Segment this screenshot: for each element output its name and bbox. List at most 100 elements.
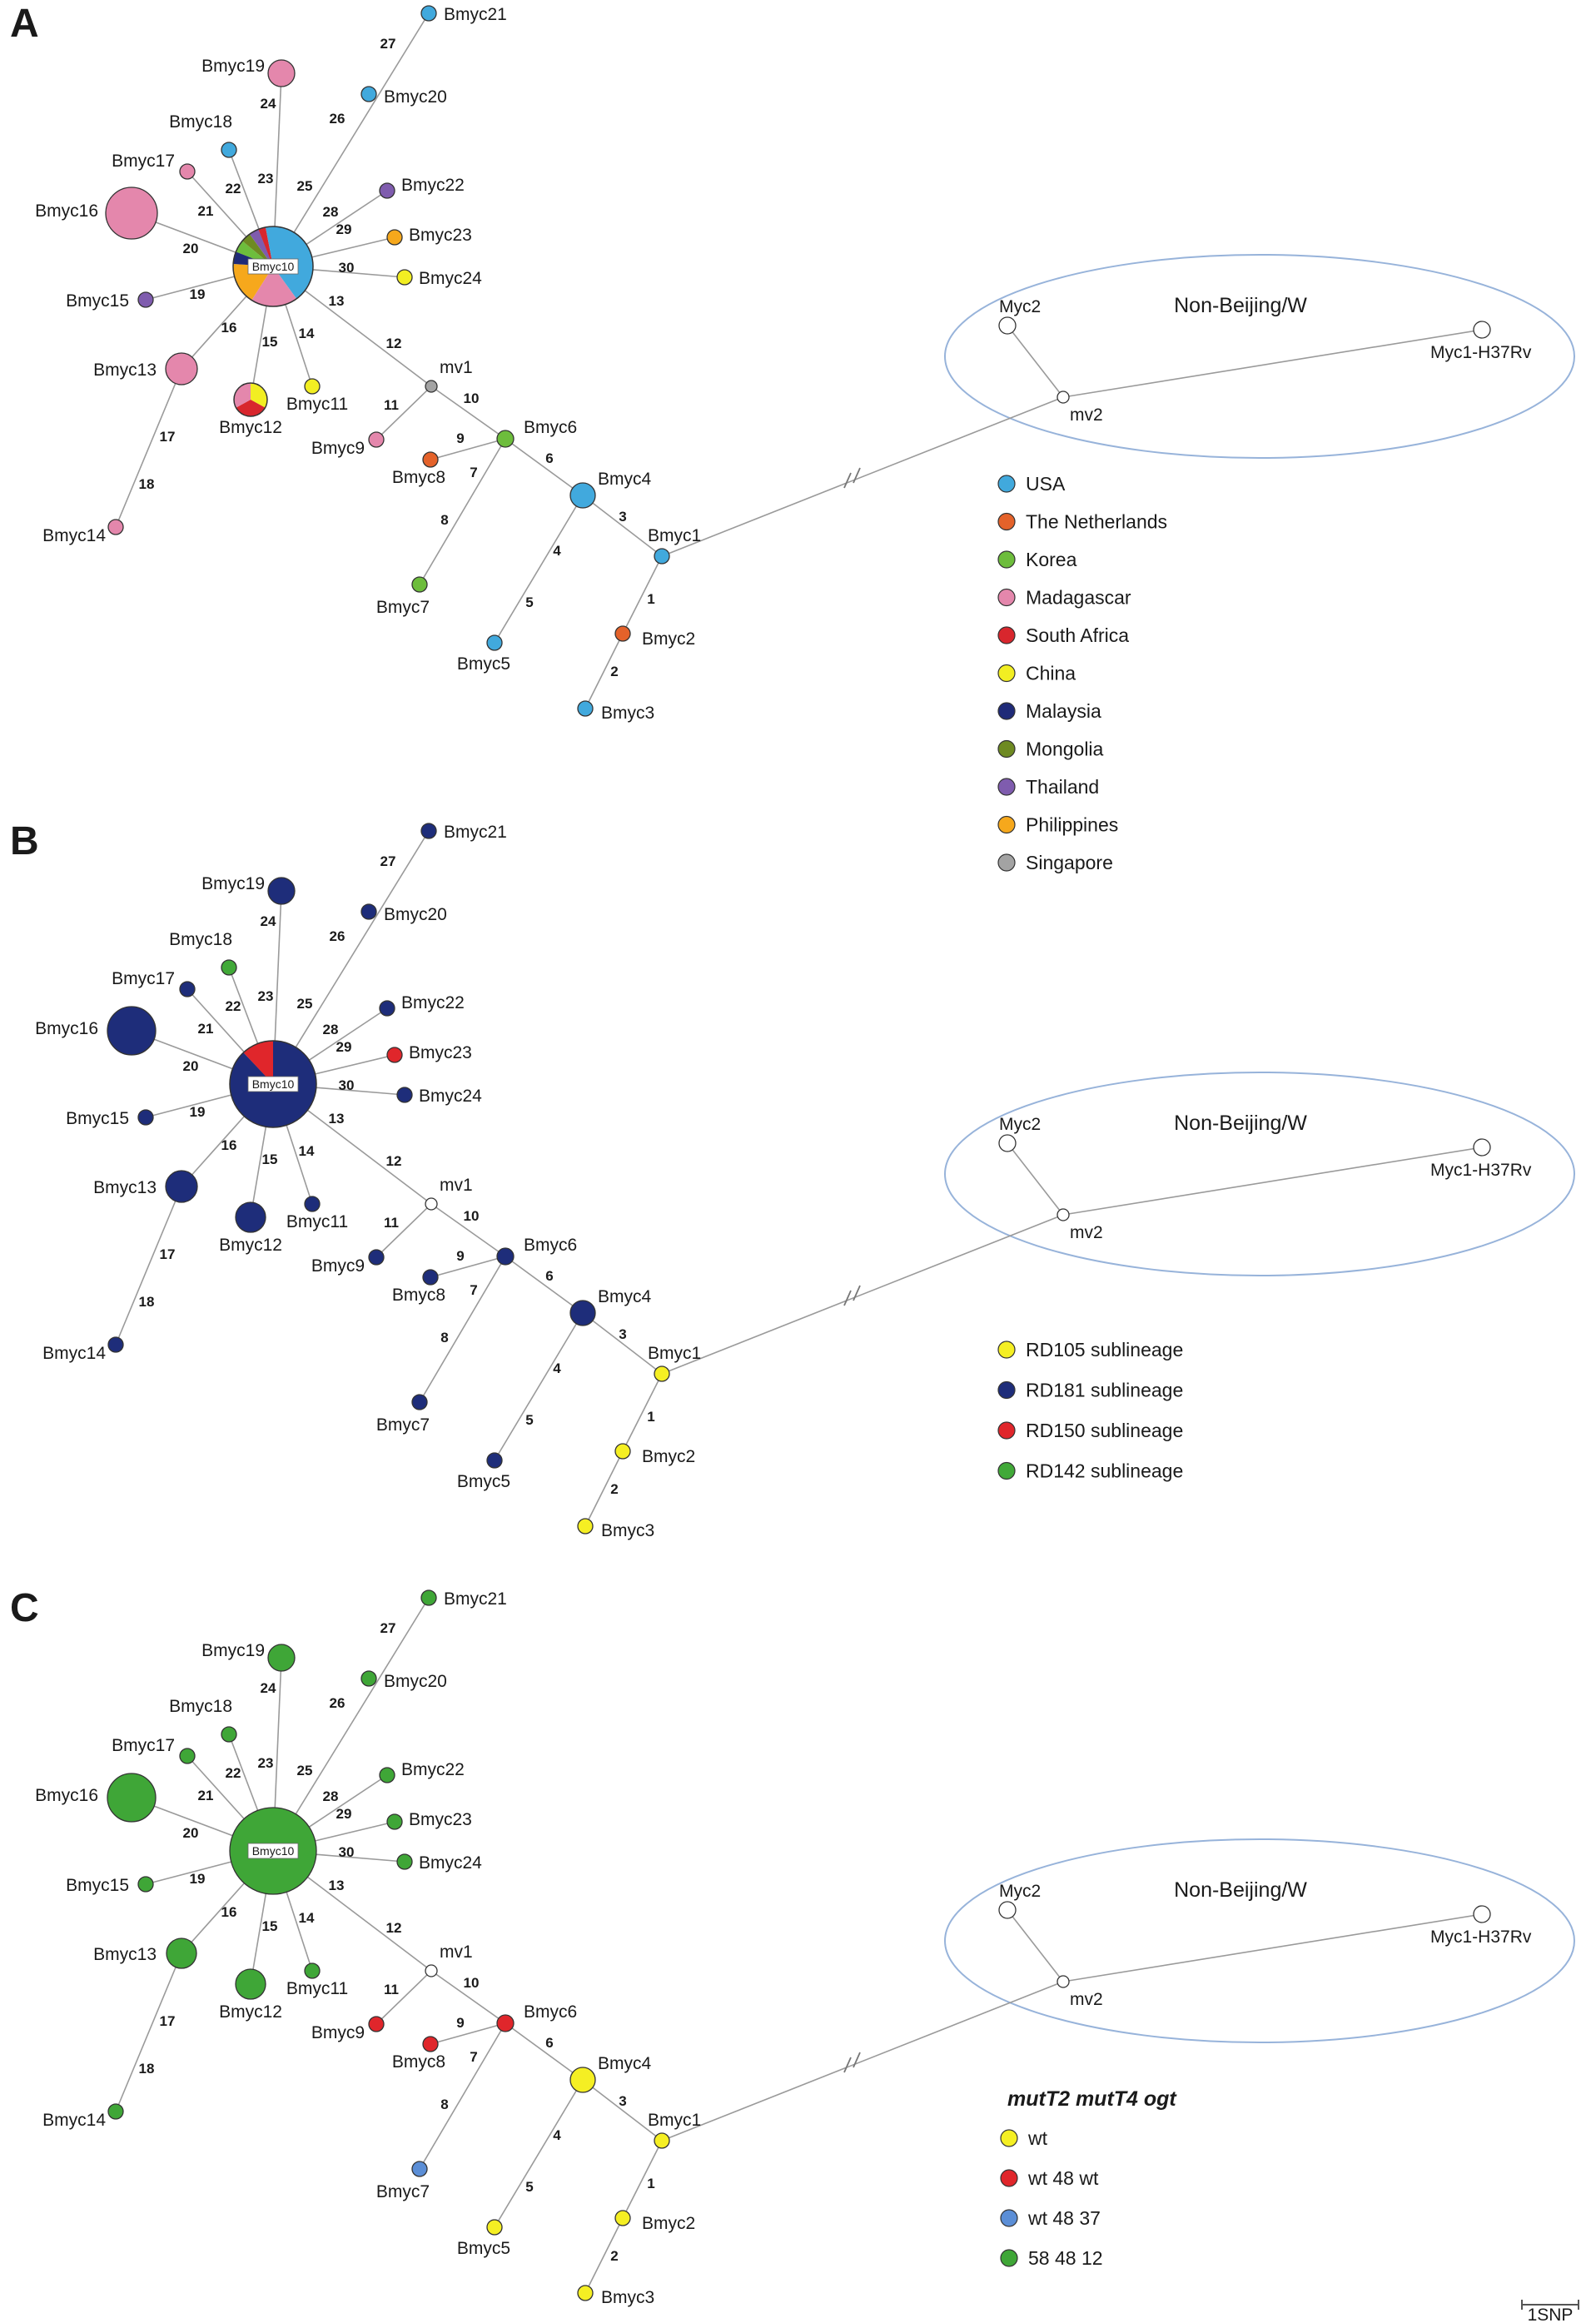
node-mv2-label: mv2 [1070,1223,1103,1242]
node-bmyc17: Bmyc17 [112,1736,196,1764]
node-bmyc7-label: Bmyc7 [376,598,430,617]
node-bmyc13: Bmyc13 [93,1937,197,1969]
node-bmyc16-circle [107,1006,157,1056]
node-bmyc12-circle [235,1968,266,2000]
edge-bmyc4-bmyc1 [582,495,663,557]
panel-a-letter: A [10,2,39,46]
edge-bmyc10-bmyc21 [272,830,430,1085]
node-mv2-label: mv2 [1070,1990,1103,2009]
node-myc2-label: Myc2 [999,1115,1041,1134]
node-bmyc8-label: Bmyc8 [392,1286,445,1305]
scale-bar-label: 1SNP [1528,2306,1574,2323]
edge-mv2-myc2 [1007,1909,1064,1982]
node-bmyc6: Bmyc6 [496,1236,577,1266]
legend-label: wt 48 wt [1027,2167,1099,2189]
node-bmyc7-label: Bmyc7 [376,2182,430,2201]
node-myc2-circle [998,1901,1017,1919]
node-myc1-h37rv-label: Myc1-H37Rv [1430,343,1532,362]
node-bmyc15-label: Bmyc15 [66,291,129,311]
edge-label-23: 23 [258,171,274,187]
node-bmyc1: Bmyc1 [648,1344,701,1382]
node-myc2-circle [998,316,1017,335]
legend-item-korea: Korea [997,549,1077,570]
node-bmyc3: Bmyc3 [577,700,654,723]
node-bmyc14: Bmyc14 [42,519,124,545]
node-bmyc18-circle [221,142,237,158]
node-bmyc11: Bmyc11 [286,1196,348,1231]
node-bmyc16-label: Bmyc16 [35,1786,98,1805]
edge-mv2-myc2 [1007,325,1064,398]
node-bmyc9-circle [368,2016,385,2032]
legend-swatch [997,664,1016,683]
edge-label-29: 29 [336,1039,352,1055]
node-bmyc2-circle [614,2210,631,2226]
node-bmyc22: Bmyc22 [379,1760,465,1783]
legend-label: Korea [1026,549,1077,570]
node-bmyc3-circle [577,2285,594,2301]
node-bmyc4-circle [569,2067,596,2093]
edge-mv2-myc1-h37rv [1062,1913,1483,1982]
node-bmyc9-label: Bmyc9 [311,1256,365,1276]
node-mv1: mv1 [425,1176,473,1211]
node-bmyc4-circle [569,1300,596,1326]
node-bmyc1-circle [654,2132,670,2149]
panel-a: ANon-Beijing/W12345678910111213141516171… [10,2,1575,873]
node-bmyc3: Bmyc3 [577,2285,654,2307]
node-bmyc5-circle [486,1452,503,1469]
node-bmyc9: Bmyc9 [311,1249,385,1276]
node-bmyc6-circle [496,430,515,448]
edge-label-9: 9 [456,1248,464,1264]
legend-label: wt [1027,2127,1048,2149]
node-bmyc13-circle [165,1170,198,1203]
node-bmyc20-label: Bmyc20 [384,87,447,107]
node-bmyc10-slice-6 [242,234,273,266]
node-bmyc5-circle [486,634,503,651]
edge-label-6: 6 [545,450,553,466]
node-bmyc22-label: Bmyc22 [401,1760,465,1779]
node-bmyc17-circle [179,163,196,180]
edge-label-17: 17 [160,429,176,445]
node-bmyc13: Bmyc13 [93,1170,198,1203]
node-bmyc5-circle [486,2219,503,2236]
legend-label: Madagascar [1026,587,1131,609]
legend-swatch [997,702,1016,720]
node-bmyc23: Bmyc23 [386,226,472,246]
edge-label-27: 27 [380,36,396,52]
center-node-label: Bmyc10 [252,260,295,273]
node-bmyc22-label: Bmyc22 [401,993,465,1012]
node-bmyc17: Bmyc17 [112,152,196,180]
node-bmyc4-label: Bmyc4 [598,2054,652,2073]
center-node-label-box [247,1076,299,1092]
edge-label-19: 19 [190,286,206,302]
edge-label-13: 13 [329,1111,345,1127]
node-bmyc19: Bmyc19 [201,57,296,87]
edge-label-14: 14 [299,326,315,341]
legend-label: Malaysia [1026,700,1101,722]
node-mv2-circle [1057,390,1070,404]
node-mv1-circle [425,380,438,393]
node-bmyc18-circle [221,1726,237,1743]
edge-label-8: 8 [440,1330,448,1346]
edge-label-16: 16 [221,1137,237,1153]
edge-mv2-myc2 [1007,1142,1064,1216]
node-bmyc2: Bmyc2 [614,625,695,649]
node-bmyc1-label: Bmyc1 [648,526,701,545]
node-bmyc6: Bmyc6 [496,418,577,448]
node-bmyc24-circle [396,1087,413,1103]
node-myc1-h37rv-circle [1473,321,1491,339]
node-bmyc14-circle [107,1336,124,1353]
non-beijing-group-label: Non-Beijing/W [1174,294,1307,317]
node-bmyc11-circle [304,1196,321,1212]
node-bmyc4-circle [569,482,596,509]
node-mv1: mv1 [425,1942,473,1977]
node-bmyc12: Bmyc12 [219,382,282,437]
legend-label: RD105 sublineage [1026,1339,1183,1360]
edge-label-6: 6 [545,2035,553,2051]
node-bmyc1: Bmyc1 [648,2111,701,2149]
legend-swatch [1000,2129,1018,2147]
legend-item-philippines: Philippines [997,814,1118,836]
legend-label: Singapore [1026,852,1113,873]
node-bmyc8-label: Bmyc8 [392,2052,445,2072]
center-node-label-box [247,258,299,275]
node-bmyc10-outline [232,226,314,307]
